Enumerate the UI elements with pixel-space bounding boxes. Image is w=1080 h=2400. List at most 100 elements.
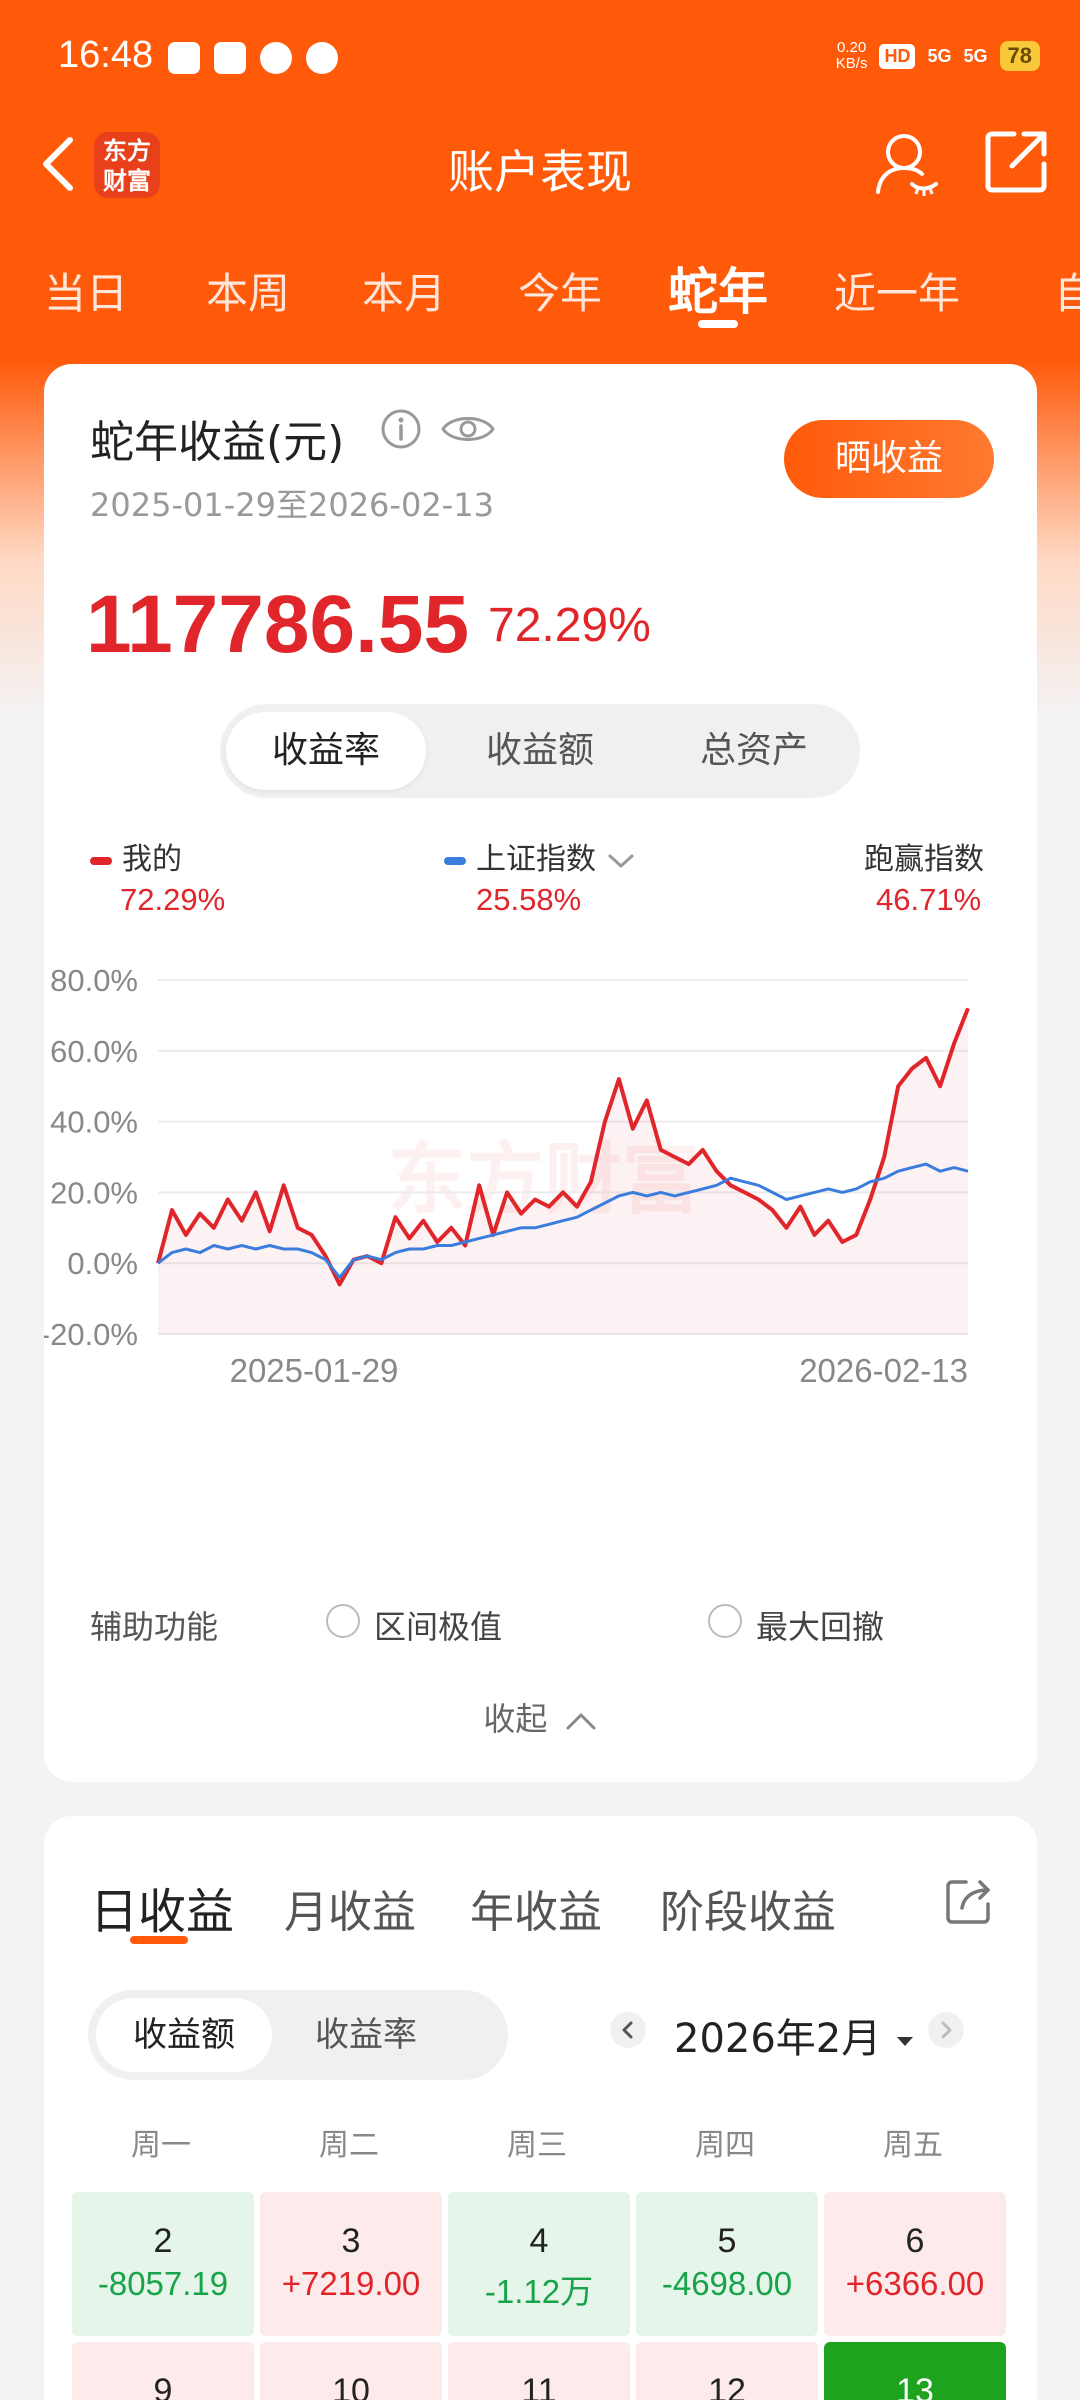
y-tick-label: 60.0% [50, 1034, 138, 1069]
tab-profit-amount[interactable]: 收益额 [96, 1998, 272, 2072]
tab-total-assets[interactable]: 总资产 [699, 730, 808, 771]
chart-type-segment: 收益率 收益额 总资产 [220, 704, 860, 798]
total-profit-value: 117786.55 [86, 579, 470, 670]
calendar-day-number: 11 [521, 2372, 557, 2400]
tab-return-rate[interactable]: 收益率 [226, 712, 426, 790]
user-privacy-icon[interactable] [872, 128, 942, 198]
interval-extreme-radio[interactable] [326, 1604, 360, 1638]
tab-yearly-profit[interactable]: 年收益 [470, 1887, 602, 1938]
max-drawdown-radio[interactable] [708, 1604, 742, 1638]
tab-today[interactable]: 当日 [44, 269, 129, 318]
share-icon[interactable] [984, 128, 1050, 194]
weekday-header: 周三 [507, 2128, 567, 2163]
calendar-day-cell[interactable]: 13 [824, 2342, 1006, 2400]
eye-icon[interactable] [440, 408, 496, 450]
calendar-day-cell[interactable]: 12 [636, 2342, 818, 2400]
x-start-label: 2025-01-29 [230, 1352, 399, 1389]
next-month-button[interactable] [928, 2012, 964, 2048]
aux-label: 辅助功能 [90, 1608, 219, 1646]
app-notification-icon [306, 42, 338, 74]
weekday-header: 周四 [695, 2128, 755, 2163]
series-area-mine [158, 1008, 968, 1334]
calendar-day-number: 9 [153, 2372, 173, 2400]
return-chart[interactable]: 东方财富 80.0% 60.0% 40.0% 20.0% 0.0% -20.0% 2025-0… [44, 944, 1037, 1424]
y-tick-label: 20.0% [50, 1175, 138, 1210]
tab-return-amount[interactable]: 收益额 [485, 730, 594, 771]
network-speed: 0.20 KB/s [835, 39, 868, 72]
signal-icon: 5G [963, 45, 988, 66]
calendar-day-cell[interactable]: 2 -8057.19 [72, 2192, 254, 2336]
back-arrow-icon[interactable] [36, 134, 86, 194]
calendar-day-number: 3 [341, 2222, 361, 2260]
legend-mine-value: 72.29% [120, 882, 226, 917]
app-logo: 东方财富 [94, 132, 160, 198]
tab-snake-year[interactable]: 蛇年 [668, 263, 768, 321]
total-profit-rate: 72.29% [488, 599, 651, 652]
calendar-day-cell[interactable]: 6 +6366.00 [824, 2192, 1006, 2336]
active-tab-indicator [698, 320, 738, 328]
tab-monthly-profit[interactable]: 月收益 [284, 1887, 416, 1938]
calendar-day-cell[interactable]: 5 -4698.00 [636, 2192, 818, 2336]
weekday-header: 周一 [131, 2128, 191, 2163]
status-time: 16:48 [58, 34, 154, 76]
y-tick-label: -20.0% [44, 1317, 138, 1352]
watermark: 东方财富 [388, 1135, 700, 1225]
weekday-header: 周五 [883, 2128, 943, 2163]
tab-week[interactable]: 本周 [206, 269, 291, 318]
nav-bar: 东方财富 账户表现 [0, 110, 1080, 220]
max-drawdown-label[interactable]: 最大回撤 [756, 1608, 885, 1646]
share-profit-button[interactable]: 晒收益 [784, 420, 994, 498]
interval-extreme-label[interactable]: 区间极值 [374, 1608, 503, 1646]
prev-month-button[interactable] [610, 2012, 646, 2048]
date-range: 2025-01-29至2026-02-13 [90, 486, 494, 524]
notification-icons [168, 42, 338, 74]
tab-month[interactable]: 本月 [362, 269, 447, 318]
y-tick-label: 80.0% [50, 963, 138, 998]
profit-calendar-card: 日收益 月收益 年收益 阶段收益 收益额 收益率 2026年2月 周一 周二 周… [44, 1816, 1037, 2400]
weekday-header: 周二 [319, 2128, 379, 2163]
caret-down-icon [896, 2037, 913, 2046]
tab-stage-profit[interactable]: 阶段收益 [660, 1887, 836, 1938]
calendar-day-profit: -4698.00 [661, 2265, 793, 2302]
page-title: 账户表现 [448, 145, 632, 199]
status-bar: 16:48 0.20 KB/s HD 5G 5G 78 [0, 0, 1080, 110]
calendar-day-cell[interactable]: 10 [260, 2342, 442, 2400]
tab-profit-rate[interactable]: 收益率 [315, 2015, 417, 2055]
collapse-button[interactable]: 收起 [44, 1694, 1037, 1740]
calendar-day-profit: +7219.00 [281, 2265, 421, 2302]
export-icon[interactable] [944, 1876, 994, 1926]
tab-custom[interactable]: 自 [1054, 269, 1080, 318]
calendar-day-number: 13 [896, 2372, 934, 2400]
hd-icon: HD [879, 43, 916, 69]
tab-this-year[interactable]: 今年 [518, 269, 603, 318]
calendar-day-number: 5 [717, 2222, 737, 2260]
tab-last-year[interactable]: 近一年 [834, 269, 961, 318]
legend-index-selector[interactable]: 上证指数 [444, 834, 636, 878]
chevron-left-icon [622, 2021, 633, 2039]
calendar-day-profit: -8057.19 [97, 2265, 229, 2302]
calendar-day-cell[interactable]: 4 -1.12万 [448, 2192, 630, 2336]
calendar-day-number: 10 [332, 2372, 370, 2400]
legend-index-marker [444, 856, 466, 865]
status-indicators: 0.20 KB/s HD 5G 5G 78 [836, 40, 1040, 72]
calendar-day-cell[interactable]: 9 [72, 2342, 254, 2400]
month-selector[interactable]: 2026年2月 [674, 2006, 916, 2064]
period-tabs: 当日 本周 本月 今年 蛇年 近一年 自 [0, 250, 1080, 340]
message-icon [260, 42, 292, 74]
calendar-day-number: 6 [905, 2222, 925, 2260]
active-subtab-indicator [130, 1936, 188, 1944]
legend-index-value: 25.58% [476, 882, 582, 917]
profit-summary-card: 蛇年收益(元) 2025-01-29至2026-02-13 晒收益 117786… [44, 364, 1037, 1782]
app-notification-icon [214, 42, 246, 74]
calendar-day-number: 4 [529, 2222, 549, 2260]
calendar-day-profit: +6366.00 [845, 2265, 985, 2302]
legend-outperform: 跑赢指数 [864, 842, 984, 877]
calendar-day-cell[interactable]: 11 [448, 2342, 630, 2400]
calendar-day-cell[interactable]: 3 +7219.00 [260, 2192, 442, 2336]
chevron-right-icon [941, 2021, 952, 2039]
tab-daily-profit[interactable]: 日收益 [90, 1884, 235, 1940]
calendar-day-number: 12 [708, 2372, 746, 2400]
signal-icon: 5G [927, 45, 952, 66]
legend-mine: 我的 [90, 834, 182, 878]
info-icon[interactable] [380, 408, 422, 450]
